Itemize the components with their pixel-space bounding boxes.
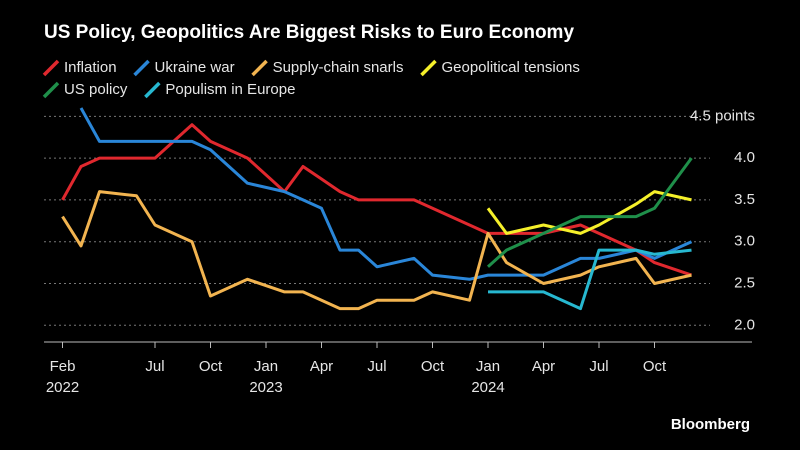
y-tick-label: 4.5 points (690, 107, 755, 124)
x-tick-label: Oct (643, 358, 667, 375)
series-line (61, 123, 692, 277)
y-tick-label: 3.5 (734, 191, 755, 208)
x-tick-year: 2024 (471, 379, 504, 396)
series-line (486, 157, 693, 268)
x-tick-label: Jul (145, 358, 164, 375)
legend-label: Geopolitical tensions (441, 59, 579, 76)
chart-title: US Policy, Geopolitics Are Biggest Risks… (44, 22, 574, 43)
x-tick-label: Oct (421, 358, 445, 375)
x-tick-label: Jul (367, 358, 386, 375)
x-tick-year: 2022 (46, 379, 79, 396)
series-line (488, 248, 692, 311)
series-line (61, 190, 692, 311)
legend-label: Populism in Europe (165, 81, 295, 98)
source: Bloomberg (671, 416, 750, 433)
legend-label: Inflation (64, 59, 117, 76)
legend-label: US policy (64, 81, 128, 98)
x-tick-label: Feb (50, 358, 76, 375)
legend-swatch (42, 59, 60, 77)
x-tick-label: Jan (476, 358, 500, 375)
y-tick-label: 2.5 (734, 274, 755, 291)
x-tick-label: Oct (199, 358, 223, 375)
legend-swatch (420, 59, 437, 77)
y-tick-label: 2.0 (734, 316, 755, 333)
y-tick-label: 4.0 (734, 149, 755, 166)
x-tick-year: 2023 (249, 379, 282, 396)
legend-label: Ukraine war (155, 59, 235, 76)
legend-label: Supply-chain snarls (273, 59, 404, 76)
series-line (486, 190, 692, 235)
legend-swatch (251, 59, 268, 77)
legend-swatch (144, 81, 161, 99)
y-tick-label: 3.0 (734, 233, 755, 250)
x-tick-label: Jul (589, 358, 608, 375)
x-tick-label: Jan (254, 358, 278, 375)
series-line (79, 107, 693, 281)
legend-swatch (42, 81, 60, 99)
legend-swatch (133, 59, 150, 77)
x-tick-label: Apr (532, 358, 555, 375)
x-tick-label: Apr (310, 358, 333, 375)
